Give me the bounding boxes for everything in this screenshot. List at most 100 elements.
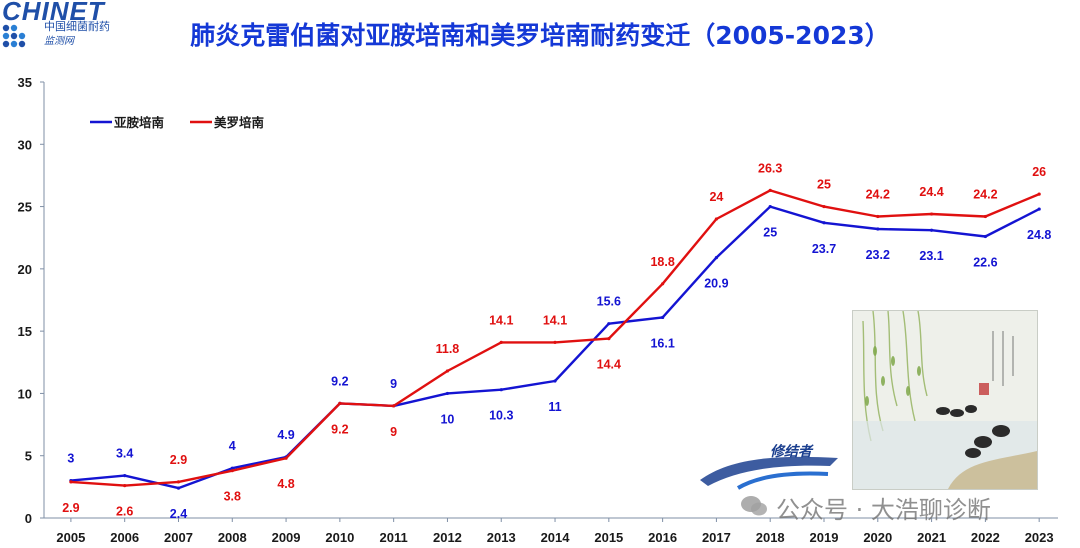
data-label-meropenem: 24.2	[866, 188, 890, 202]
data-label-meropenem: 3.8	[224, 490, 241, 504]
data-point	[983, 234, 987, 239]
x-tick-label: 2005	[56, 530, 85, 545]
x-tick-label: 2011	[380, 530, 408, 545]
x-tick-label: 2012	[433, 530, 462, 545]
data-label-meropenem: 26	[1032, 165, 1046, 179]
data-label-imipenem: 4.9	[277, 428, 294, 442]
data-label-imipenem: 16.1	[650, 336, 674, 350]
data-label-imipenem: 9	[390, 377, 397, 391]
data-point	[607, 322, 611, 326]
data-point	[768, 188, 772, 192]
page-title: 肺炎克雷伯菌对亚胺培南和美罗培南耐药变迁（2005-2023）	[190, 21, 890, 50]
data-point	[123, 474, 127, 478]
wechat-icon	[741, 496, 767, 516]
data-label-meropenem: 26.3	[758, 161, 782, 175]
painting-art-icon	[853, 310, 1037, 489]
data-point	[661, 315, 665, 320]
data-label-imipenem: 3	[67, 452, 74, 466]
brand-swoosh-text: 修结者	[770, 443, 814, 460]
logo-subtitle-1: 中国细菌耐药	[44, 20, 110, 33]
data-label-imipenem: 4	[229, 439, 236, 453]
data-label-imipenem: 2.4	[170, 507, 187, 521]
data-point	[176, 480, 181, 484]
y-tick-label: 0	[25, 511, 32, 526]
data-point	[929, 228, 934, 232]
x-tick-label: 2016	[648, 530, 677, 545]
x-tick-label: 2014	[541, 530, 571, 545]
data-point	[822, 204, 826, 209]
y-tick-label: 20	[18, 262, 32, 277]
data-point	[69, 480, 73, 484]
x-tick-label: 2009	[272, 530, 301, 545]
x-tick-label: 2022	[971, 530, 1000, 545]
data-point	[983, 214, 987, 219]
data-label-meropenem: 25	[817, 178, 831, 192]
data-label-imipenem: 9.2	[331, 374, 348, 388]
decorative-painting	[852, 310, 1038, 490]
y-tick-label: 15	[18, 324, 32, 339]
data-label-meropenem: 2.9	[62, 501, 79, 515]
data-label-imipenem: 3.4	[116, 447, 133, 461]
data-point	[553, 379, 557, 383]
data-label-imipenem: 20.9	[704, 277, 728, 291]
x-tick-label: 2018	[756, 530, 785, 545]
data-point	[768, 204, 772, 209]
data-label-imipenem: 24.8	[1027, 228, 1051, 242]
data-label-imipenem: 23.2	[866, 248, 890, 262]
x-tick-label: 2010	[325, 530, 354, 545]
x-tick-label: 2020	[863, 530, 892, 545]
data-point	[123, 484, 127, 488]
data-label-meropenem: 9	[390, 425, 397, 439]
y-tick-label: 5	[25, 449, 32, 464]
brand-swoosh-icon: 修结者	[700, 443, 838, 490]
x-tick-label: 2023	[1025, 530, 1054, 545]
data-point	[1037, 207, 1041, 211]
data-point	[929, 212, 934, 216]
x-tick-label: 2015	[594, 530, 623, 545]
y-tick-label: 10	[18, 386, 32, 401]
data-label-imipenem: 25	[763, 226, 777, 240]
data-label-imipenem: 11	[548, 400, 561, 414]
data-label-meropenem: 24	[709, 190, 723, 204]
data-label-meropenem: 18.8	[650, 255, 674, 269]
data-point	[1037, 192, 1041, 196]
data-point	[230, 469, 234, 473]
data-point	[176, 486, 181, 490]
data-label-meropenem: 2.9	[170, 453, 187, 467]
data-point	[284, 456, 288, 460]
y-tick-label: 30	[18, 137, 32, 152]
data-point	[553, 340, 557, 344]
decorative-brand-mark: 修结者	[698, 440, 848, 492]
data-label-meropenem: 14.1	[489, 313, 513, 327]
data-point	[338, 401, 342, 405]
legend-label-meropenem: 美罗培南	[214, 115, 265, 130]
x-tick-label: 2017	[702, 530, 731, 545]
data-label-meropenem: 14.4	[597, 358, 621, 372]
logo-brand: CHINET	[2, 0, 105, 26]
y-tick-label: 25	[18, 200, 32, 215]
data-label-meropenem: 2.6	[116, 505, 133, 519]
data-point	[661, 282, 665, 286]
y-tick-label: 35	[18, 75, 32, 90]
data-point	[876, 214, 880, 219]
watermark-text: 公众号 · 大浩聊诊断	[776, 496, 991, 524]
data-point	[445, 391, 450, 396]
data-label-meropenem: 24.4	[919, 185, 943, 199]
data-label-meropenem: 9.2	[331, 422, 348, 436]
data-point	[392, 404, 396, 408]
data-point	[445, 369, 450, 373]
data-point	[822, 221, 826, 225]
data-label-imipenem: 23.7	[812, 242, 836, 256]
data-point	[714, 217, 719, 221]
data-label-imipenem: 10.3	[489, 409, 513, 423]
data-label-imipenem: 15.6	[597, 295, 621, 309]
data-point	[607, 337, 611, 341]
data-label-meropenem: 24.2	[973, 188, 997, 202]
logo-subtitle-2: 监测网	[44, 36, 74, 47]
data-label-meropenem: 14.1	[543, 313, 567, 327]
x-tick-label: 2008	[218, 530, 247, 545]
data-point	[714, 256, 719, 260]
data-label-imipenem: 10	[440, 412, 454, 426]
data-label-meropenem: 4.8	[277, 477, 294, 491]
